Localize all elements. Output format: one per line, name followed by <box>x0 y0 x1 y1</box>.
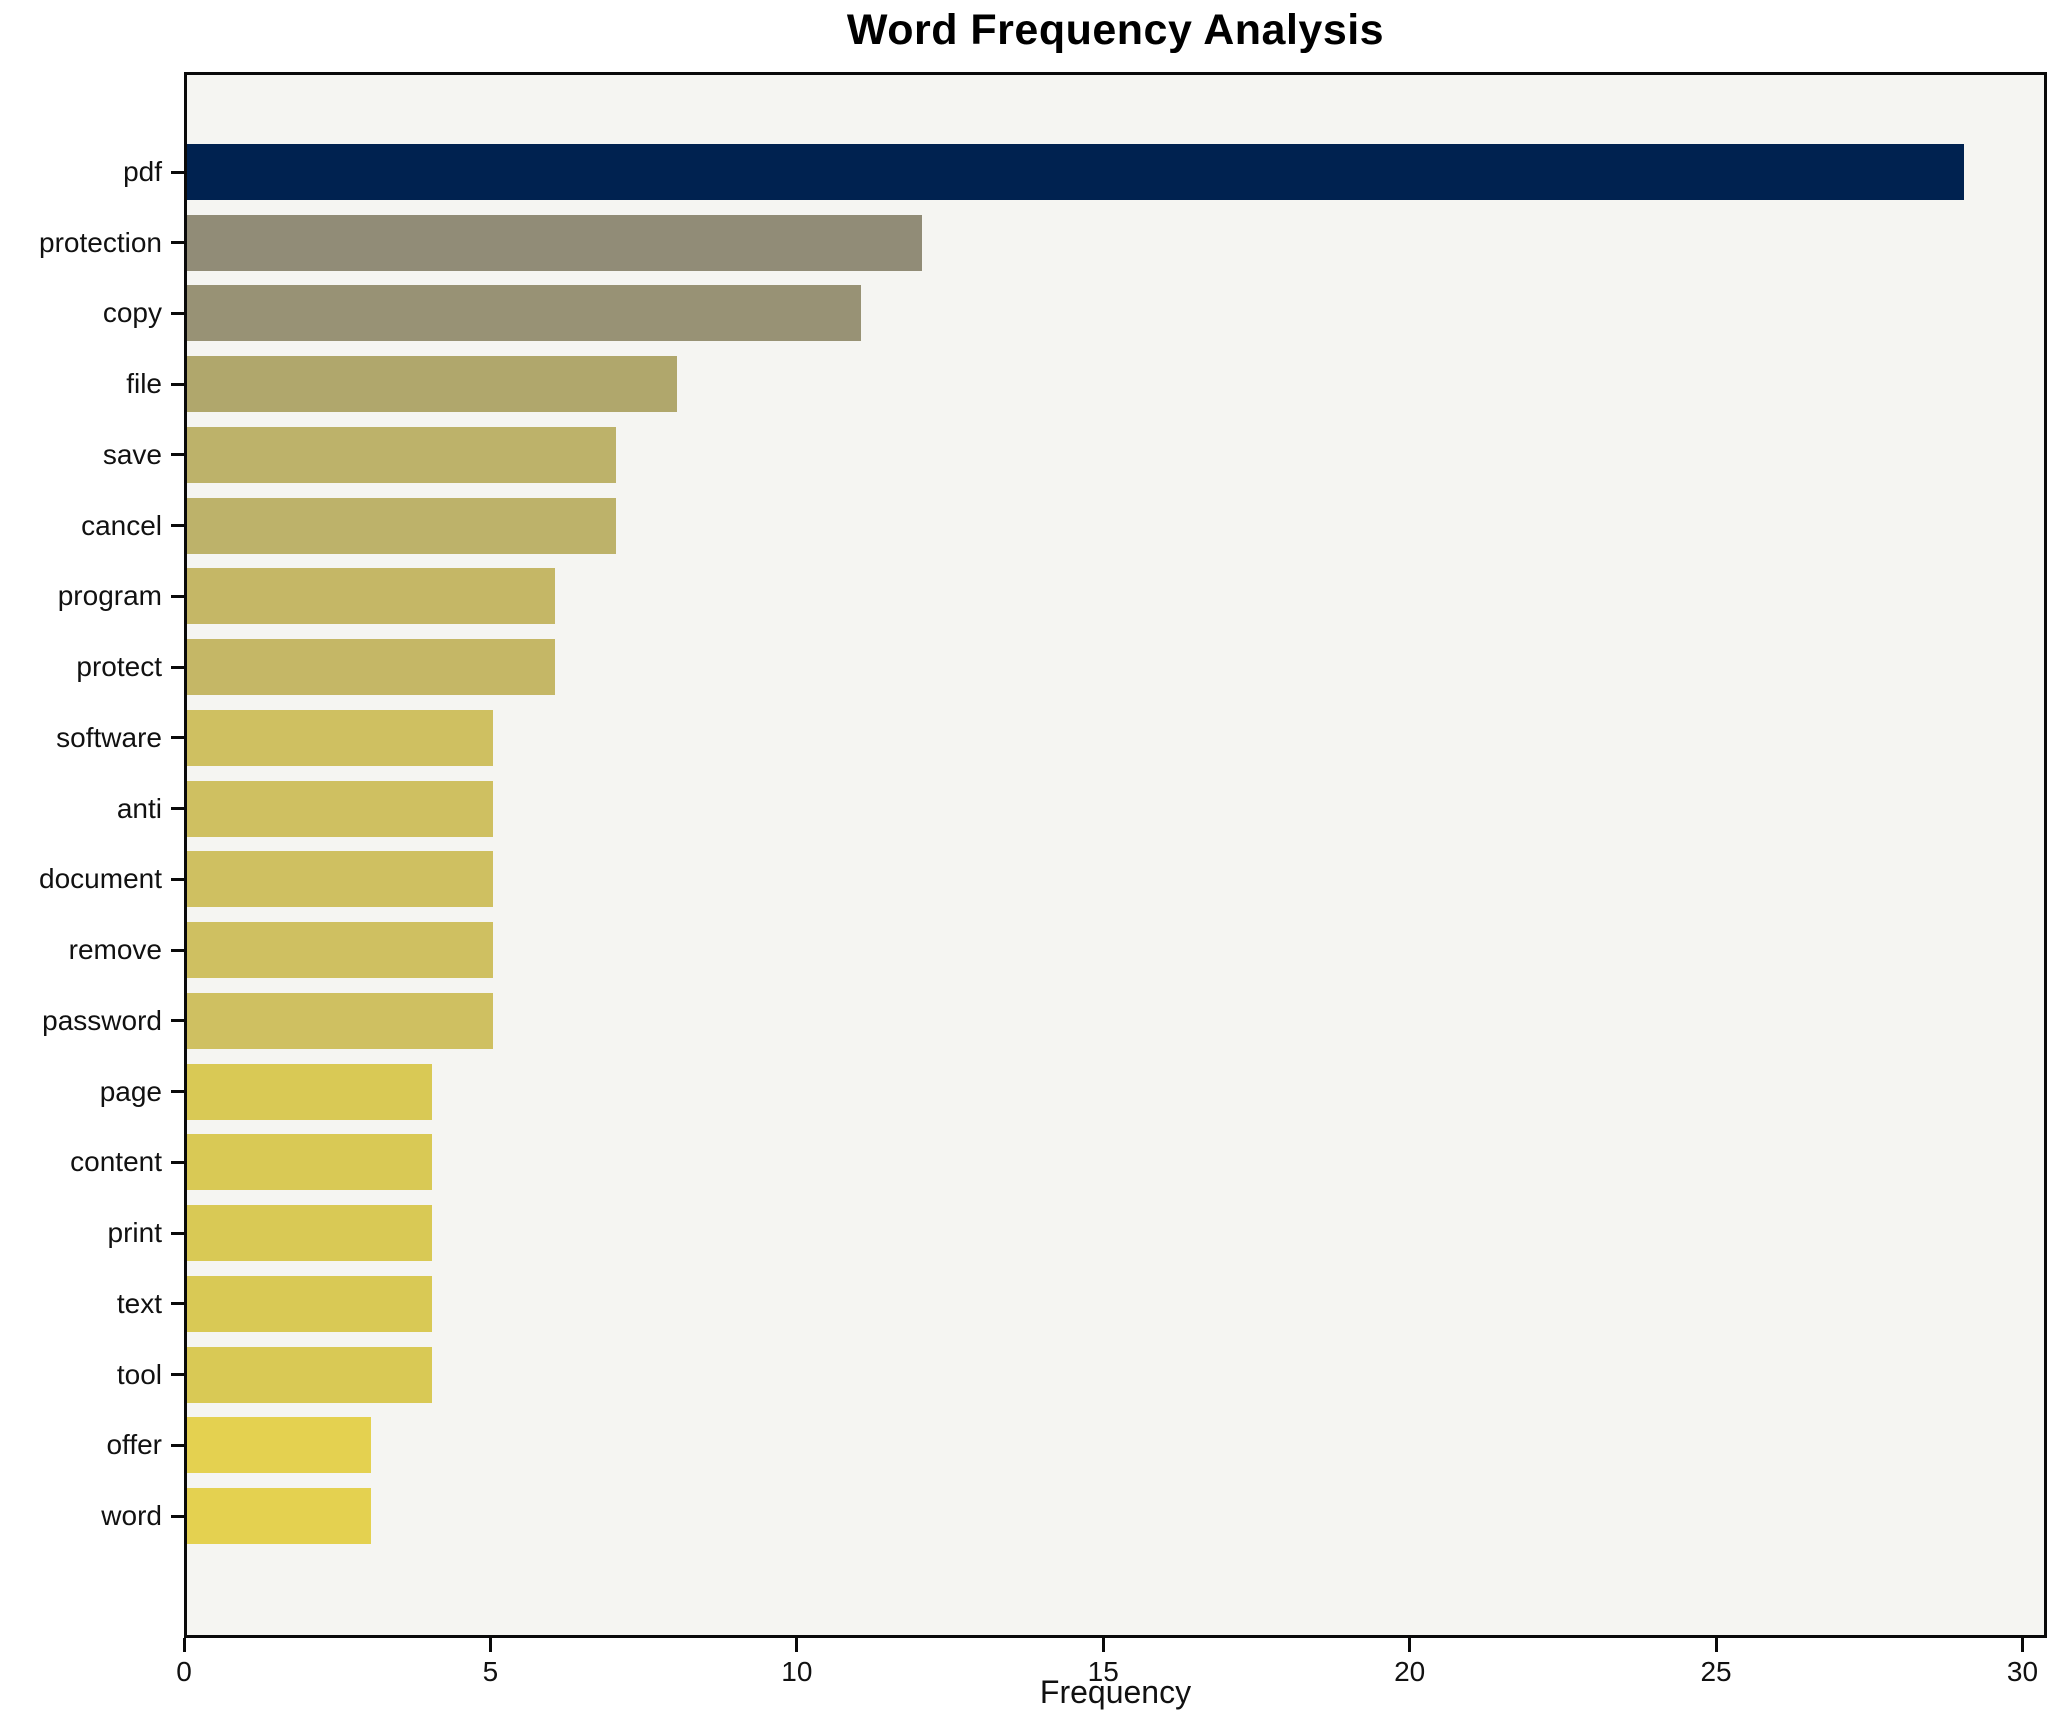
bar-document <box>187 851 494 908</box>
y-tick-mark <box>171 311 184 315</box>
y-tick-mark <box>171 1090 184 1094</box>
x-tick-label-25: 25 <box>1700 1656 1732 1687</box>
bar-pdf <box>187 144 1965 200</box>
y-tick-mark <box>171 948 184 952</box>
y-tick-label-file: file <box>126 368 162 400</box>
bar-page <box>187 1063 433 1120</box>
x-tick-label-0: 0 <box>176 1656 192 1687</box>
bar-text <box>187 1275 433 1332</box>
bar-anti <box>187 780 494 837</box>
y-tick-label-print: print <box>107 1217 162 1249</box>
chart-title: Word Frequency Analysis <box>846 6 1385 54</box>
y-tick-mark <box>171 877 184 881</box>
x-tick-mark <box>1408 1638 1412 1652</box>
y-tick-label-cancel: cancel <box>81 509 162 541</box>
y-tick-mark <box>171 807 184 811</box>
y-tick-mark <box>171 382 184 386</box>
x-tick-label-10: 10 <box>781 1656 813 1687</box>
y-tick-label-content: content <box>70 1146 162 1178</box>
y-tick-label-protection: protection <box>39 226 162 258</box>
y-tick-label-word: word <box>101 1500 162 1532</box>
y-tick-mark <box>171 524 184 528</box>
y-tick-mark <box>171 1160 184 1164</box>
y-tick-mark <box>171 1302 184 1306</box>
y-tick-mark <box>171 1373 184 1377</box>
y-tick-mark <box>171 1231 184 1235</box>
y-tick-mark <box>171 665 184 669</box>
bar-offer <box>187 1417 371 1474</box>
x-tick-label-15: 15 <box>1087 1656 1119 1687</box>
bar-save <box>187 426 616 483</box>
y-tick-label-software: software <box>56 721 162 753</box>
x-tick-mark <box>182 1638 186 1652</box>
bar-word <box>187 1488 371 1545</box>
bar-remove <box>187 922 494 979</box>
bar-content <box>187 1134 433 1191</box>
y-tick-label-copy: copy <box>102 297 162 329</box>
y-tick-mark <box>171 594 184 598</box>
x-tick-label-5: 5 <box>482 1656 499 1687</box>
bar-software <box>187 709 494 766</box>
y-tick-label-tool: tool <box>116 1358 162 1390</box>
y-tick-mark <box>171 241 184 245</box>
y-tick-mark <box>171 736 184 740</box>
bar-cancel <box>187 497 616 554</box>
bar-print <box>187 1205 433 1262</box>
x-tick-label-30: 30 <box>2006 1656 2039 1687</box>
plot-area <box>184 72 2047 1638</box>
y-tick-label-save: save <box>102 438 162 470</box>
y-tick-mark <box>171 1019 184 1023</box>
y-tick-label-pdf: pdf <box>123 156 162 187</box>
x-tick-mark <box>1714 1638 1718 1652</box>
y-tick-label-password: password <box>42 1004 162 1036</box>
x-tick-label-20: 20 <box>1394 1656 1426 1687</box>
y-tick-label-program: program <box>57 580 162 612</box>
y-tick-label-anti: anti <box>116 792 162 824</box>
y-tick-mark <box>171 1443 184 1447</box>
y-tick-label-offer: offer <box>106 1429 162 1461</box>
y-tick-mark <box>171 170 184 174</box>
bar-tool <box>187 1346 433 1403</box>
x-tick-mark <box>1101 1638 1105 1652</box>
bar-protect <box>187 639 555 696</box>
bar-password <box>187 992 494 1049</box>
x-tick-mark <box>2020 1638 2024 1652</box>
bar-copy <box>187 285 862 342</box>
x-axis-label: Frequency <box>1039 1674 1192 1710</box>
x-tick-mark <box>795 1638 799 1652</box>
y-tick-label-remove: remove <box>68 934 162 966</box>
y-tick-label-protect: protect <box>76 651 162 683</box>
bar-file <box>187 356 678 413</box>
y-tick-label-text: text <box>116 1287 162 1319</box>
y-tick-mark <box>171 1514 184 1518</box>
x-tick-mark <box>488 1638 492 1652</box>
bar-protection <box>187 214 923 271</box>
y-tick-label-page: page <box>99 1075 162 1107</box>
bar-program <box>187 568 555 625</box>
y-tick-label-document: document <box>39 863 162 895</box>
y-tick-mark <box>171 453 184 457</box>
